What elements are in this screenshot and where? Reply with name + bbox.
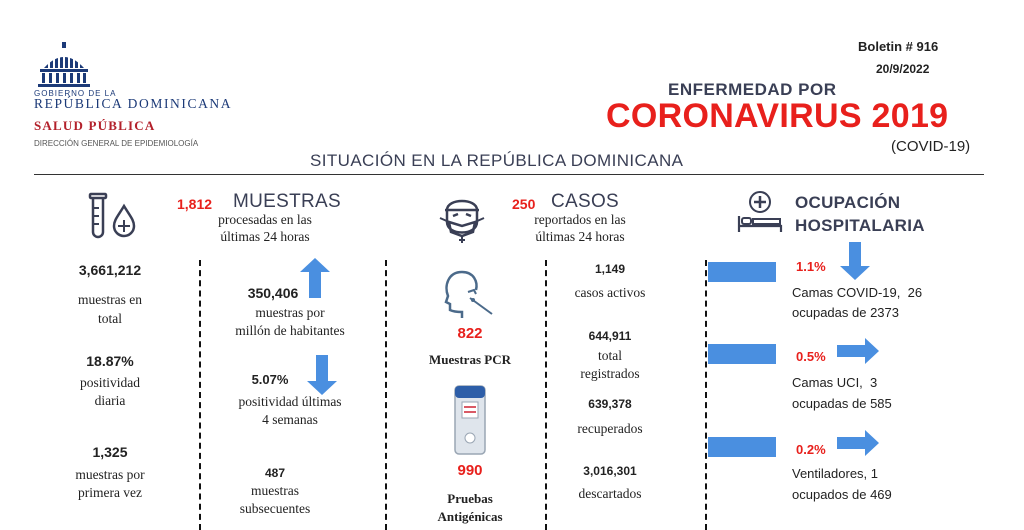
masked-face-icon [439,199,485,243]
divider-3 [545,260,547,530]
first-time-value: 1,325 [92,444,128,460]
pcr-label: Muestras PCR [429,352,511,367]
page-subtitle: SITUACIÓN EN LA REPÚBLICA DOMINICANA [310,151,684,170]
icu-beds-label2: ocupadas de 585 [792,396,892,411]
total-cases-value: 644,911 [588,329,632,343]
page-title: CORONAVIRUS 2019 [606,97,949,135]
covid-beds-pct: 1.1% [796,259,826,274]
ventilators-label1: Ventiladores, 1 [792,466,879,481]
muestras-heading: MUESTRAS [233,191,341,212]
capitol-logo-icon [38,42,90,87]
pcr-value: 822 [457,325,483,342]
discarded-value: 3,016,301 [583,464,637,478]
daily-positivity-value: 18.87% [86,353,134,369]
per-million-label2: millón de habitantes [235,323,345,338]
logo-line-republic: REPÚBLICA DOMINICANA [34,96,233,111]
muestras-count: 1,812 [177,196,213,212]
icu-beds-bar [708,344,776,364]
bulletin-number: Boletin # 916 [858,39,939,54]
antigen-value: 990 [457,462,483,479]
active-cases-label: casos activos [574,285,646,300]
arrow-down-icon [307,355,337,395]
hospital-bed-icon [737,191,783,232]
discarded-label: descartados [578,486,642,501]
daily-positivity-label2: diaria [94,393,126,408]
divider-4 [705,260,707,530]
total-cases-label1: total [598,348,622,363]
per-million-label1: muestras por [255,305,325,320]
casos-count: 250 [512,196,536,212]
icu-beds-pct: 0.5% [796,349,826,364]
arrow-right-icon [837,338,879,364]
arrow-right-icon [837,430,879,456]
antigen-label2: Antigénicas [437,509,503,524]
covid-beds-label1: Camas COVID-19, 26 [792,285,923,300]
logo-line-direction: DIRECCIÓN GENERAL DE EPIDEMIOLOGÍA [34,139,199,148]
covid-beds-label2: ocupadas de 2373 [792,305,899,320]
subsequent-label2: subsecuentes [239,501,311,516]
ventilators-bar [708,437,776,457]
ventilators-label2: ocupados de 469 [792,487,892,502]
ventilators-pct: 0.2% [796,442,826,457]
casos-sub1: reportados en las [534,212,626,227]
four-week-positivity-label2: 4 semanas [262,412,318,427]
antigen-test-kit-icon [454,385,486,455]
nasal-swab-icon [444,270,493,318]
total-samples-value: 3,661,212 [78,262,142,278]
header-divider [34,174,984,175]
recovered-value: 639,378 [588,397,632,411]
ocupacion-heading1: OCUPACIÓN [795,193,901,212]
active-cases-value: 1,149 [594,262,626,276]
arrow-up-icon [300,258,330,298]
covid-beds-bar [708,262,776,282]
logo-line-government: GOBIERNO DE LA [34,89,117,98]
four-week-positivity-label1: positividad últimas [238,394,342,409]
ocupacion-heading2: HOSPITALARIA [795,216,925,235]
total-samples-label1: muestras en [77,292,143,307]
subsequent-value: 487 [264,466,286,480]
four-week-positivity-value: 5.07% [251,372,289,387]
total-cases-label2: registrados [580,366,640,381]
per-million-value: 350,406 [247,285,299,301]
total-samples-label2: total [98,311,122,326]
muestras-sub2: últimas 24 horas [220,229,310,244]
muestras-sub1: procesadas en las [218,212,312,227]
pre-title: ENFERMEDAD POR [668,80,837,99]
icu-beds-label1: Camas UCI, 3 [792,375,878,390]
casos-sub2: últimas 24 horas [535,229,625,244]
logo-line-health: SALUD PÚBLICA [34,118,156,133]
divider-2 [385,260,387,530]
covid-label: (COVID-19) [891,138,971,155]
arrow-down-icon [840,242,870,280]
daily-positivity-label1: positividad [80,375,140,390]
first-time-label2: primera vez [77,485,143,500]
divider-1 [199,260,201,530]
recovered-label: recuperados [577,421,643,436]
first-time-label1: muestras por [75,467,145,482]
subsequent-label1: muestras [251,483,299,498]
casos-heading: CASOS [551,191,620,212]
antigen-label1: Pruebas [447,491,493,506]
test-tube-drop-icon [88,192,136,239]
bulletin-date: 20/9/2022 [876,62,930,76]
